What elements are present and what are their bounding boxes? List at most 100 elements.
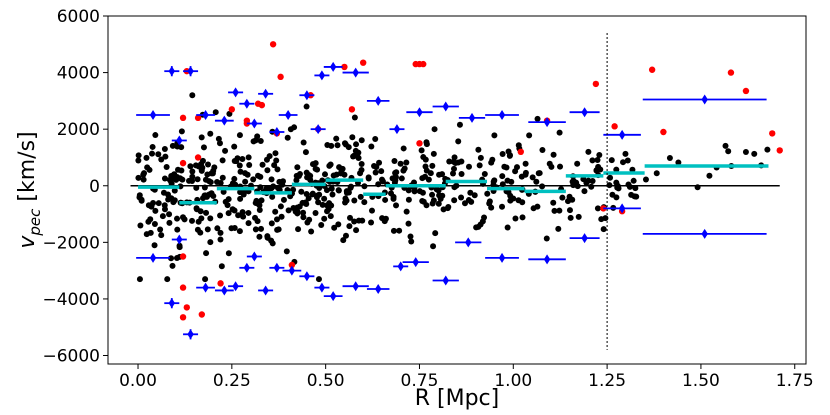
- member-point: [559, 194, 566, 201]
- member-point: [169, 175, 176, 182]
- sigma-point: [432, 101, 459, 112]
- member-point: [481, 214, 488, 221]
- outlier-point: [648, 66, 656, 73]
- member-point: [152, 207, 159, 214]
- sigma-point: [485, 252, 519, 263]
- member-point: [419, 197, 426, 204]
- sigma-point: [164, 66, 180, 77]
- sigma-point: [196, 282, 215, 293]
- member-point: [606, 182, 613, 189]
- member-point: [272, 208, 279, 215]
- member-point: [220, 188, 227, 195]
- member-point: [468, 198, 475, 205]
- member-point: [642, 176, 649, 183]
- outlier-point: [348, 106, 356, 113]
- member-point: [725, 148, 732, 155]
- member-point: [135, 174, 142, 181]
- member-point: [588, 183, 595, 190]
- member-point: [161, 146, 168, 153]
- member-point: [529, 174, 536, 181]
- member-point: [358, 137, 365, 144]
- member-point: [556, 207, 563, 214]
- member-point: [557, 163, 564, 170]
- member-point: [429, 191, 436, 198]
- member-point: [292, 208, 299, 215]
- member-point: [350, 153, 357, 160]
- member-point: [245, 209, 252, 216]
- member-point: [293, 177, 300, 184]
- member-point: [266, 153, 273, 160]
- member-point: [214, 225, 221, 232]
- member-point: [250, 176, 257, 183]
- member-point: [431, 126, 438, 133]
- member-point: [631, 193, 638, 200]
- member-point: [539, 183, 546, 190]
- member-point: [607, 174, 614, 181]
- member-point: [169, 262, 176, 269]
- member-point: [491, 132, 498, 139]
- member-point: [189, 178, 196, 185]
- member-point: [222, 147, 229, 154]
- member-point: [166, 211, 173, 218]
- member-point: [174, 143, 181, 150]
- member-point: [575, 213, 582, 220]
- outlier-point: [420, 60, 427, 68]
- member-point: [403, 159, 410, 166]
- sigma-point: [342, 67, 369, 78]
- member-point: [423, 141, 430, 148]
- member-point: [372, 169, 379, 176]
- member-point: [318, 221, 325, 228]
- member-point: [593, 167, 600, 174]
- y-axis-label-subscript: pec: [26, 208, 44, 237]
- member-point: [245, 154, 252, 161]
- member-point: [503, 164, 510, 171]
- sigma-diamond-marker: [232, 87, 239, 98]
- member-point: [145, 218, 152, 225]
- member-point: [240, 213, 247, 220]
- sigma-diamond-marker: [273, 127, 281, 137]
- sigma-point: [569, 233, 600, 244]
- member-point: [159, 213, 166, 220]
- member-point: [351, 218, 358, 225]
- member-point: [316, 184, 323, 191]
- member-point: [444, 205, 451, 212]
- member-point: [505, 189, 512, 196]
- member-point: [189, 92, 196, 99]
- member-point: [312, 165, 319, 172]
- sigma-point: [269, 127, 285, 137]
- sigma-diamond-marker: [262, 285, 269, 296]
- member-point: [283, 248, 290, 255]
- member-point: [268, 237, 275, 244]
- member-point: [274, 226, 281, 233]
- member-point: [473, 224, 480, 231]
- member-point: [550, 199, 557, 206]
- member-point: [539, 147, 546, 154]
- member-point: [430, 243, 437, 250]
- member-point: [313, 194, 320, 201]
- member-point: [295, 226, 302, 233]
- sigma-point: [228, 281, 244, 292]
- member-point: [450, 165, 457, 172]
- outlier-point: [742, 87, 750, 95]
- member-point: [202, 176, 209, 183]
- sigma-diamond-marker: [243, 262, 251, 273]
- sigma-diamond-marker: [314, 124, 322, 135]
- member-point: [342, 232, 349, 239]
- member-point: [158, 156, 165, 163]
- member-point: [198, 215, 205, 222]
- member-point: [596, 152, 603, 159]
- member-point: [548, 163, 555, 170]
- member-point: [398, 175, 405, 182]
- member-point: [140, 171, 147, 178]
- member-point: [175, 166, 182, 173]
- member-point: [199, 157, 206, 164]
- member-point: [234, 155, 241, 162]
- member-point: [274, 166, 281, 173]
- member-point: [742, 148, 749, 155]
- outlier-point: [288, 261, 296, 269]
- member-point: [135, 152, 142, 159]
- sigma-point: [389, 124, 405, 135]
- sigma-point: [214, 285, 234, 296]
- member-point: [615, 185, 622, 192]
- member-point: [458, 194, 465, 201]
